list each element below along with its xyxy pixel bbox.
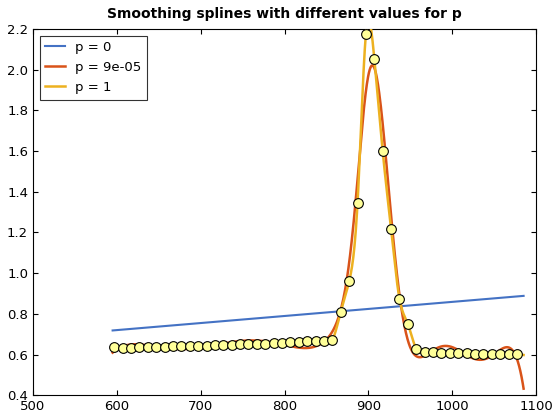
- Legend: p = 0, p = 9e-05, p = 1: p = 0, p = 9e-05, p = 1: [40, 36, 147, 100]
- Title: Smoothing splines with different values for p: Smoothing splines with different values …: [107, 7, 462, 21]
